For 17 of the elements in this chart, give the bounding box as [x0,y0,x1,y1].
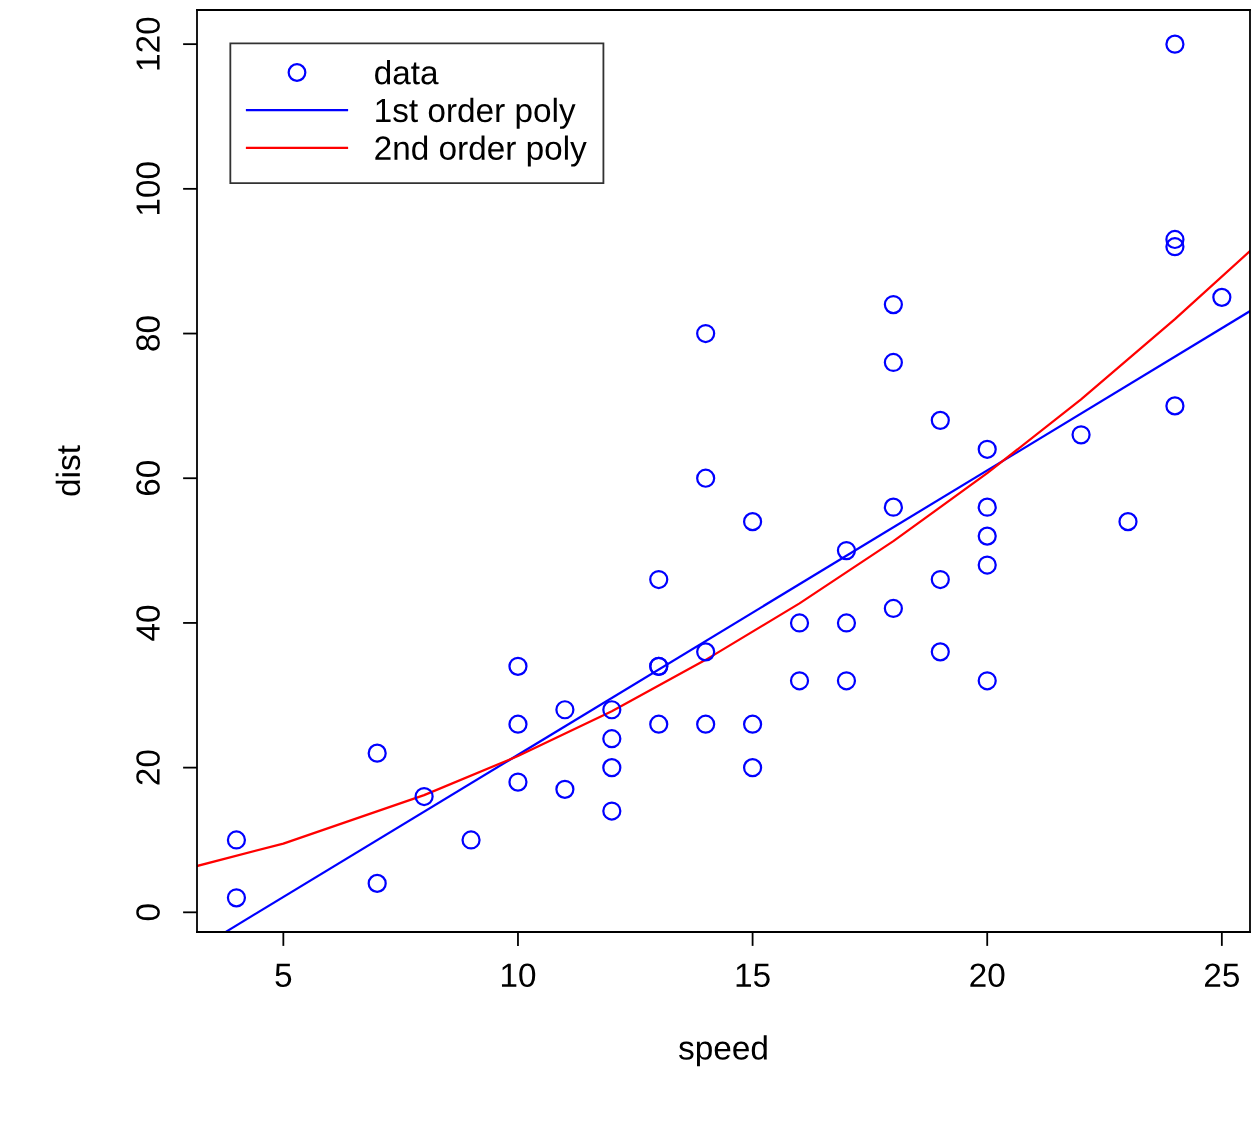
y-tick-label: 20 [136,750,160,785]
legend-label: data [375,60,439,85]
legend-label: 2nd order poly [375,135,587,167]
y-tick-label: 80 [136,316,160,351]
y-axis-title: dist [55,445,81,496]
x-axis-title: speed [679,1035,767,1067]
x-tick-label: 10 [501,963,536,988]
x-tick-label: 15 [736,963,770,988]
y-tick-label: 40 [136,605,160,641]
y-tick-label: 60 [136,461,160,496]
y-tick-label: 120 [136,17,160,70]
x-tick-label: 25 [1204,963,1239,988]
legend-label: 1st order poly [376,97,576,129]
y-tick-label: 100 [136,162,160,215]
x-tick-label: 5 [275,963,292,988]
y-tick-label: 0 [136,904,160,921]
x-tick-label: 20 [970,963,1005,988]
